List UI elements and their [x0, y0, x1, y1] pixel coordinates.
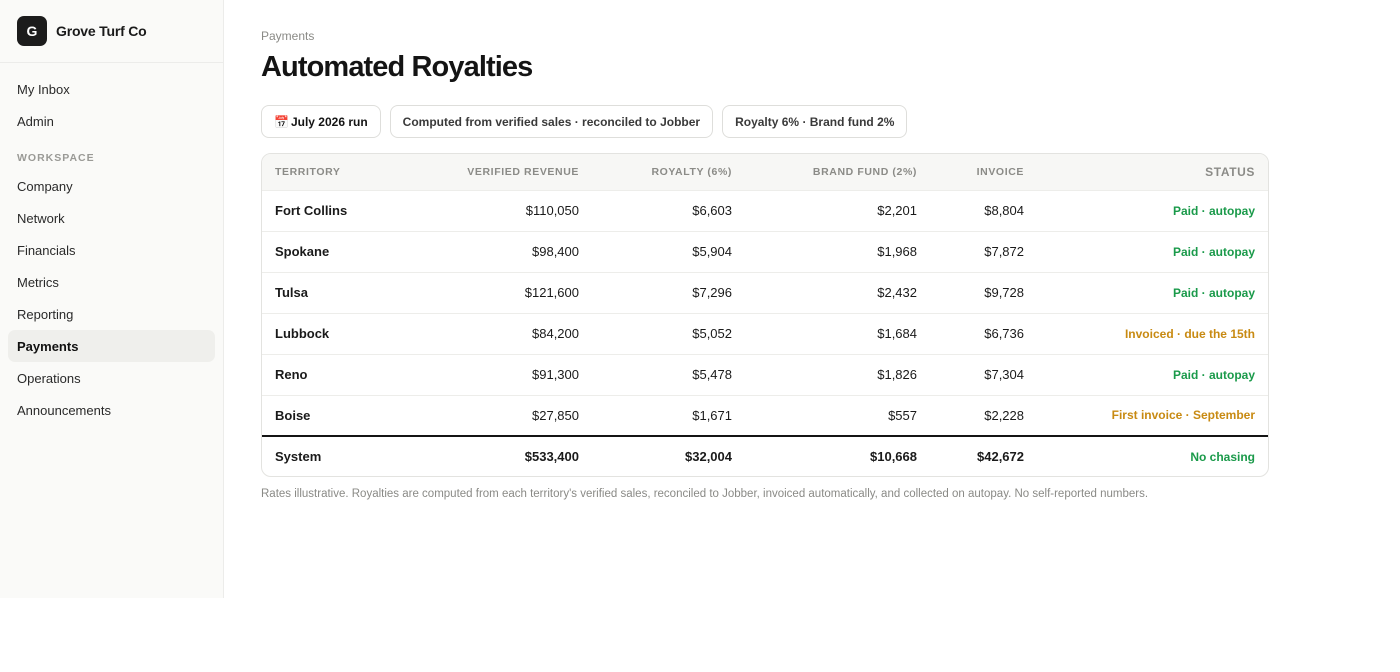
invoice-cell: $7,304	[917, 353, 1024, 395]
sidebar-section-label: WORKSPACE	[17, 152, 95, 164]
table-total-row: System $533,400 $32,004 $10,668 $42,672 …	[262, 435, 1268, 476]
col-revenue-header[interactable]: VERIFIED REVENUE	[467, 165, 579, 178]
territory-cell: Tulsa	[262, 271, 407, 313]
fund-cell: $1,968	[732, 230, 917, 272]
status-badge: Paid · autopay	[1024, 189, 1268, 231]
calendar-icon: 📅	[274, 114, 289, 129]
invoice-cell: $7,872	[917, 230, 1024, 272]
total-revenue-cell: $533,400	[407, 435, 579, 476]
table-row[interactable]: Reno $91,300 $5,478 $1,826 $7,304 Paid ·…	[262, 353, 1268, 395]
brand-name: Grove Turf Co	[56, 23, 147, 39]
sidebar-item-company[interactable]: Company	[17, 178, 73, 194]
col-fund-header[interactable]: BRAND FUND (2%)	[812, 165, 917, 178]
source-pill[interactable]: Computed from verified sales · reconcile…	[389, 105, 714, 138]
table-header-row: TERRITORY VERIFIED REVENUE ROYALTY (6%) …	[262, 154, 1268, 190]
status-badge: First invoice · September	[1024, 394, 1268, 436]
sidebar-item-my-inbox[interactable]: My Inbox	[17, 81, 70, 97]
royalty-cell: $6,603	[579, 189, 732, 231]
fund-cell: $557	[732, 394, 917, 436]
brand-header[interactable]: G Grove Turf Co	[0, 0, 223, 63]
invoice-cell: $6,736	[917, 312, 1024, 354]
total-royalty-cell: $32,004	[579, 435, 732, 476]
sidebar-item-metrics[interactable]: Metrics	[17, 274, 59, 290]
fund-cell: $2,201	[732, 189, 917, 231]
royalty-cell: $5,904	[579, 230, 732, 272]
revenue-cell: $98,400	[407, 230, 579, 272]
col-royalty-header[interactable]: ROYALTY (6%)	[651, 165, 732, 178]
footnote: Rates illustrative. Royalties are comput…	[261, 488, 1149, 500]
fund-cell: $1,826	[732, 353, 917, 395]
sidebar-item-announcements[interactable]: Announcements	[17, 402, 111, 418]
royalty-cell: $5,478	[579, 353, 732, 395]
total-invoice-cell: $42,672	[917, 435, 1024, 476]
revenue-cell: $84,200	[407, 312, 579, 354]
status-badge: Invoiced · due the 15th	[1024, 312, 1268, 354]
revenue-cell: $121,600	[407, 271, 579, 313]
sidebar-nav: My Inbox Admin WORKSPACE Company Network…	[0, 63, 223, 426]
table-row[interactable]: Lubbock $84,200 $5,052 $1,684 $6,736 Inv…	[262, 312, 1268, 354]
table-row[interactable]: Spokane $98,400 $5,904 $1,968 $7,872 Pai…	[262, 230, 1268, 272]
sidebar: G Grove Turf Co My Inbox Admin WORKSPACE…	[0, 0, 224, 598]
territory-cell: Lubbock	[262, 312, 407, 354]
territory-cell: Fort Collins	[262, 189, 407, 231]
breadcrumb[interactable]: Payments	[261, 29, 315, 43]
total-status-badge: No chasing	[1024, 435, 1268, 476]
revenue-cell: $91,300	[407, 353, 579, 395]
sidebar-item-reporting[interactable]: Reporting	[17, 306, 74, 322]
table-row[interactable]: Boise $27,850 $1,671 $557 $2,228 First i…	[262, 394, 1268, 436]
territory-cell: Reno	[262, 353, 407, 395]
sidebar-item-payments[interactable]: Payments	[8, 330, 215, 362]
table-row[interactable]: Fort Collins $110,050 $6,603 $2,201 $8,8…	[262, 189, 1268, 231]
royalty-cell: $5,052	[579, 312, 732, 354]
sidebar-item-financials[interactable]: Financials	[17, 242, 76, 258]
table-row[interactable]: Tulsa $121,600 $7,296 $2,432 $9,728 Paid…	[262, 271, 1268, 313]
revenue-cell: $27,850	[407, 394, 579, 436]
fund-cell: $1,684	[732, 312, 917, 354]
territory-cell: Boise	[262, 394, 407, 436]
sidebar-item-operations[interactable]: Operations	[17, 370, 81, 386]
status-badge: Paid · autopay	[1024, 353, 1268, 395]
brand-logo: G	[17, 16, 47, 46]
rates-pill[interactable]: Royalty 6% · Brand fund 2%	[722, 105, 908, 138]
royalty-cell: $1,671	[579, 394, 732, 436]
royalties-table: TERRITORY VERIFIED REVENUE ROYALTY (6%) …	[261, 153, 1269, 477]
invoice-cell: $9,728	[917, 271, 1024, 313]
page-title: Automated Royalties	[261, 51, 533, 83]
run-period-pill[interactable]: 📅 July 2026 run	[261, 105, 381, 138]
status-badge: Paid · autopay	[1024, 230, 1268, 272]
run-period-label: July 2026 run	[290, 114, 368, 129]
col-territory-header[interactable]: TERRITORY	[275, 165, 341, 178]
royalty-cell: $7,296	[579, 271, 732, 313]
col-status-header[interactable]: STATUS	[1205, 164, 1255, 179]
total-fund-cell: $10,668	[732, 435, 917, 476]
territory-cell: Spokane	[262, 230, 407, 272]
invoice-cell: $8,804	[917, 189, 1024, 231]
status-badge: Paid · autopay	[1024, 271, 1268, 313]
invoice-cell: $2,228	[917, 394, 1024, 436]
total-label-cell: System	[262, 435, 407, 476]
sidebar-item-admin[interactable]: Admin	[17, 113, 54, 129]
col-invoice-header[interactable]: INVOICE	[976, 165, 1024, 178]
revenue-cell: $110,050	[407, 189, 579, 231]
fund-cell: $2,432	[732, 271, 917, 313]
sidebar-item-network[interactable]: Network	[17, 210, 65, 226]
filter-pills: 📅 July 2026 run Computed from verified s…	[261, 105, 908, 138]
